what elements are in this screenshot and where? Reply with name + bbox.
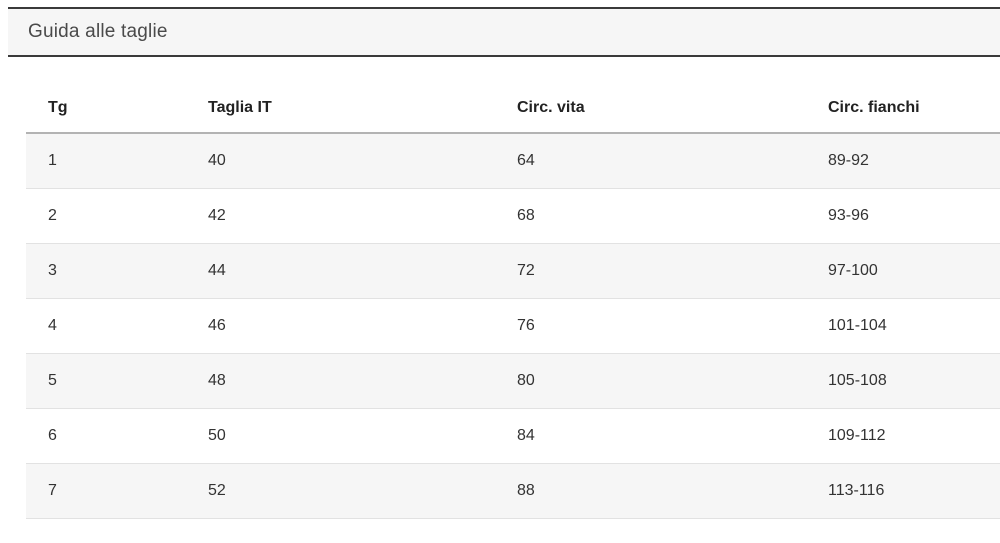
table-row: 7 52 88 113-116 xyxy=(26,463,1000,519)
cell-taglia-it: 42 xyxy=(208,207,226,224)
cell-taglia-it: 50 xyxy=(208,427,226,444)
column-header-tg: Tg xyxy=(26,57,186,134)
column-header-circ-vita: Circ. vita xyxy=(495,57,806,134)
cell-circ-vita: 76 xyxy=(517,317,535,334)
table-row: 6 50 84 109-112 xyxy=(26,409,1000,464)
cell-tg: 1 xyxy=(48,152,57,169)
table-row: 5 48 80 105-108 xyxy=(26,353,1000,409)
size-guide-title: Guida alle taglie xyxy=(28,21,168,42)
cell-tg: 4 xyxy=(48,317,57,334)
table-header-row: Tg Taglia IT Circ. vita Circ. fianchi xyxy=(26,57,1000,134)
cell-circ-fianchi: 105-108 xyxy=(828,372,887,389)
cell-tg: 5 xyxy=(48,372,57,389)
cell-circ-vita: 72 xyxy=(517,262,535,279)
size-guide-accordion-header[interactable]: Guida alle taglie xyxy=(8,7,1000,57)
cell-circ-fianchi: 93-96 xyxy=(828,207,869,224)
column-header-circ-fianchi: Circ. fianchi xyxy=(806,57,1000,134)
table-row: 1 40 64 89-92 xyxy=(26,133,1000,189)
cell-tg: 6 xyxy=(48,427,57,444)
cell-circ-vita: 64 xyxy=(517,152,535,169)
cell-taglia-it: 44 xyxy=(208,262,226,279)
cell-circ-vita: 84 xyxy=(517,427,535,444)
table-row: 4 46 76 101-104 xyxy=(26,299,1000,354)
column-header-taglia-it: Taglia IT xyxy=(186,57,495,134)
cell-taglia-it: 52 xyxy=(208,482,226,499)
cell-circ-fianchi: 113-116 xyxy=(828,482,885,499)
cell-circ-vita: 88 xyxy=(517,482,535,499)
size-guide-table: Tg Taglia IT Circ. vita Circ. fianchi 1 … xyxy=(26,57,1000,519)
cell-taglia-it: 46 xyxy=(208,317,226,334)
cell-circ-fianchi: 97-100 xyxy=(828,262,878,279)
cell-tg: 7 xyxy=(48,482,57,499)
cell-tg: 2 xyxy=(48,207,57,224)
cell-circ-fianchi: 109-112 xyxy=(828,427,886,444)
cell-circ-fianchi: 89-92 xyxy=(828,152,869,169)
table-row: 2 42 68 93-96 xyxy=(26,189,1000,244)
cell-circ-vita: 80 xyxy=(517,372,535,389)
cell-taglia-it: 40 xyxy=(208,152,226,169)
cell-circ-fianchi: 101-104 xyxy=(828,317,887,334)
table-row: 3 44 72 97-100 xyxy=(26,243,1000,299)
cell-circ-vita: 68 xyxy=(517,207,535,224)
cell-tg: 3 xyxy=(48,262,57,279)
cell-taglia-it: 48 xyxy=(208,372,226,389)
